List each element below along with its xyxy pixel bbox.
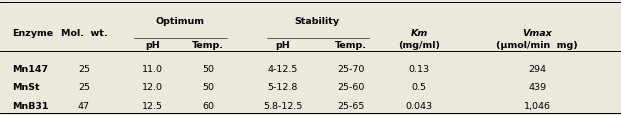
Text: 0.043: 0.043: [406, 101, 433, 110]
Text: Km: Km: [410, 29, 428, 38]
Text: 294: 294: [528, 64, 546, 73]
Text: (mg/ml): (mg/ml): [398, 41, 440, 50]
Text: 25-60: 25-60: [337, 82, 365, 91]
Text: 439: 439: [528, 82, 546, 91]
Text: 5-12.8: 5-12.8: [268, 82, 297, 91]
Text: 25: 25: [78, 82, 90, 91]
Text: 0.5: 0.5: [412, 82, 427, 91]
Text: Vmax: Vmax: [522, 29, 552, 38]
Text: 50: 50: [202, 82, 214, 91]
Text: 50: 50: [202, 64, 214, 73]
Text: 25: 25: [78, 64, 90, 73]
Text: pH: pH: [145, 41, 160, 50]
Text: 12.0: 12.0: [142, 82, 163, 91]
Text: Enzyme: Enzyme: [12, 29, 53, 38]
Text: Mn147: Mn147: [12, 64, 48, 73]
Text: 25-65: 25-65: [337, 101, 365, 110]
Text: 60: 60: [202, 101, 214, 110]
Text: 25-70: 25-70: [337, 64, 365, 73]
Text: MnSt: MnSt: [12, 82, 40, 91]
Text: Temp.: Temp.: [335, 41, 367, 50]
Text: 4-12.5: 4-12.5: [268, 64, 297, 73]
Text: pH: pH: [275, 41, 290, 50]
Text: 12.5: 12.5: [142, 101, 163, 110]
Text: Mol.  wt.: Mol. wt.: [60, 29, 107, 38]
Text: (μmol/min  mg): (μmol/min mg): [496, 41, 578, 50]
Text: 0.13: 0.13: [409, 64, 430, 73]
Text: 5.8-12.5: 5.8-12.5: [263, 101, 302, 110]
Text: 1,046: 1,046: [524, 101, 551, 110]
Text: 47: 47: [78, 101, 90, 110]
Text: Temp.: Temp.: [192, 41, 224, 50]
Text: Optimum: Optimum: [156, 17, 204, 26]
Text: Stability: Stability: [294, 17, 339, 26]
Text: MnB31: MnB31: [12, 101, 49, 110]
Text: 11.0: 11.0: [142, 64, 163, 73]
